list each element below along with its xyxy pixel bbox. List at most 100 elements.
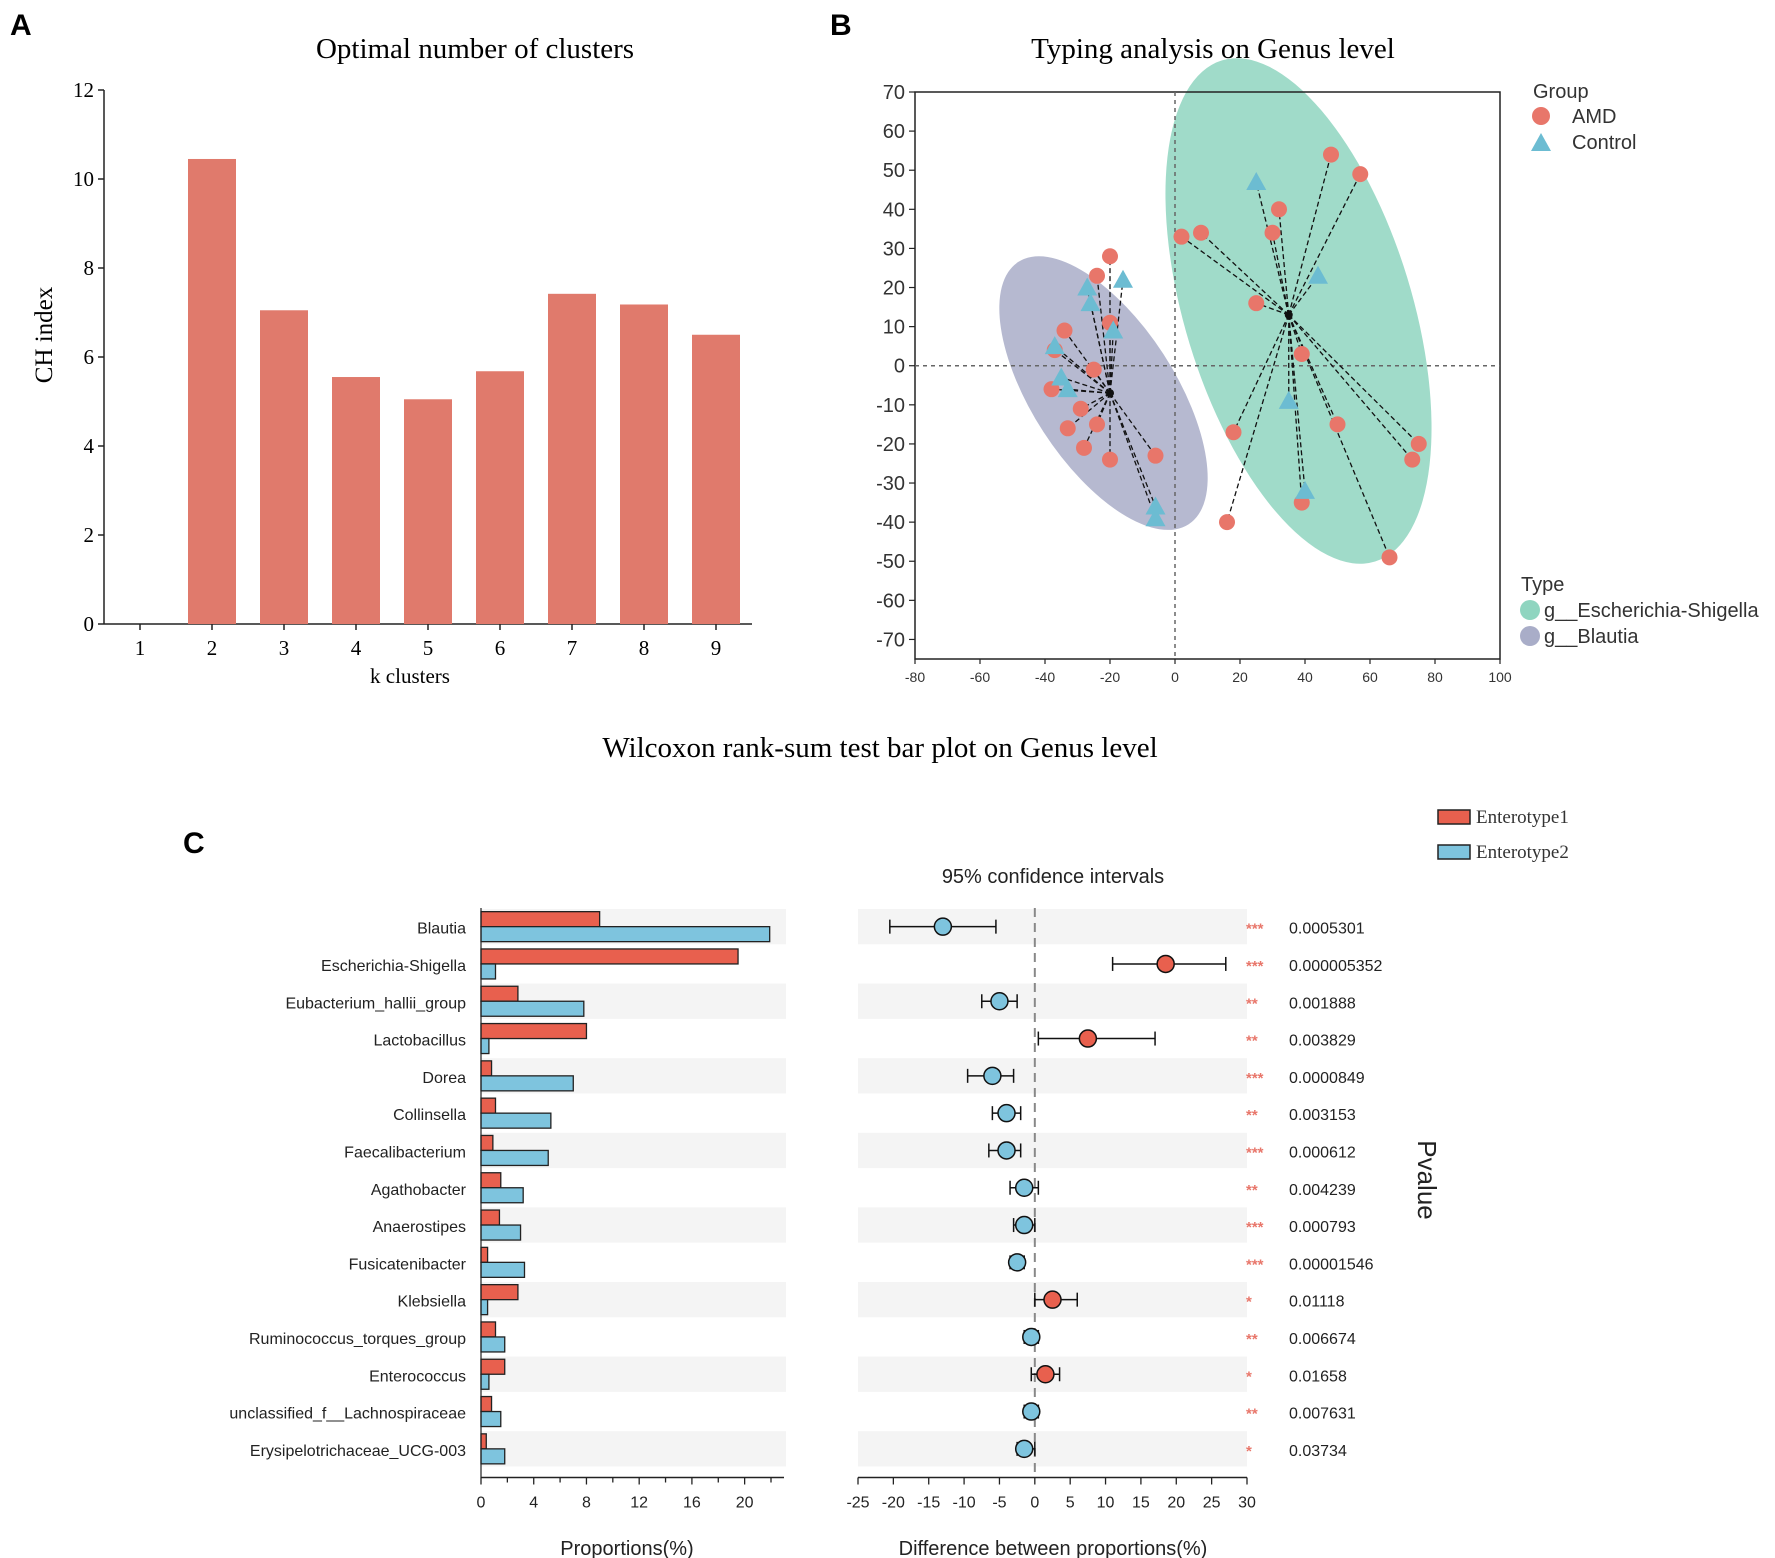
pvalue-text: 0.0005301 [1289, 921, 1365, 938]
centroid-escherichia [1284, 310, 1293, 319]
panel-b-xtick-label: 40 [1297, 669, 1313, 685]
panel-a-xtick-label: 6 [495, 636, 506, 660]
bar-enterotype2 [480, 1299, 489, 1316]
panel-b-ytick-label: -20 [876, 434, 905, 456]
panel-b-ytick-label: -50 [876, 551, 905, 573]
panel-b-xtick-label: -80 [905, 669, 925, 685]
pvalue-text: 0.0000849 [1289, 1070, 1365, 1087]
left-xtick-label: 12 [630, 1495, 648, 1512]
spider-line [1109, 392, 1157, 457]
genus-label: Eubacterium_hallii_group [285, 995, 466, 1012]
panel-b-plot-frame [914, 91, 1501, 660]
spider-line [1061, 376, 1111, 394]
genus-label: Dorea [422, 1070, 466, 1087]
point-control [1077, 277, 1098, 296]
point-control [1103, 320, 1124, 339]
ci-title: 95% confidence intervals [942, 866, 1164, 888]
bar-enterotype1 [480, 1172, 502, 1189]
point-amd [1089, 267, 1105, 284]
panel-a-bar [620, 304, 668, 624]
significance-stars: ** [1246, 1182, 1258, 1199]
legend-blautia-label: g__Blautia [1544, 626, 1639, 648]
significance-stars: *** [1246, 1070, 1264, 1087]
spider-line [1288, 154, 1332, 316]
left-xtick-label: 8 [582, 1495, 591, 1512]
difference-point [933, 917, 953, 936]
legend-amd-label: AMD [1572, 106, 1616, 128]
panel-a-bars [188, 158, 740, 624]
genus-label: Anaerostipes [373, 1219, 466, 1236]
pvalue-text: 0.007631 [1289, 1406, 1356, 1423]
spider-line [1226, 314, 1290, 523]
genus-label: Lactobacillus [374, 1033, 467, 1050]
genus-label: Klebsiella [398, 1294, 467, 1311]
point-amd [1147, 447, 1164, 464]
genus-label: Fusicatenibacter [349, 1256, 467, 1273]
panel-a-bar [548, 293, 596, 624]
panel-c-title: Wilcoxon rank-sum test bar plot on Genus… [602, 732, 1157, 764]
bar-enterotype1 [480, 1321, 497, 1338]
right-xtick-label: -10 [953, 1495, 976, 1512]
point-control [1246, 171, 1267, 190]
panel-a-bar [260, 310, 308, 624]
right-xtick-label: 30 [1238, 1495, 1256, 1512]
panel-b-xtick-label: 100 [1488, 669, 1512, 685]
bar-enterotype1 [480, 1284, 519, 1301]
bar-enterotype1 [480, 1097, 497, 1114]
pvalue-text: 0.01118 [1289, 1294, 1345, 1311]
panel-a-xtick-label: 9 [711, 636, 722, 660]
difference-point [990, 992, 1009, 1011]
significance-stars: ** [1246, 1331, 1258, 1348]
point-control [1057, 379, 1078, 398]
difference-point [1022, 1402, 1041, 1421]
panel-b-points [1043, 146, 1427, 566]
panel-b-xtick-label: -60 [970, 669, 990, 685]
spider-line [1093, 369, 1111, 394]
panel-b-ytick-label: 40 [883, 199, 905, 221]
spider-line [1083, 392, 1111, 449]
legend-enterotype1-label: Enterotype1 [1476, 807, 1569, 828]
legend-blautia-marker [1520, 626, 1540, 646]
bar-enterotype1 [480, 1358, 506, 1375]
point-control [1145, 496, 1166, 515]
bar-enterotype2 [480, 1448, 506, 1465]
row-stripe [481, 1431, 786, 1467]
bar-enterotype2 [480, 1224, 522, 1241]
pvalue-text: 0.000005352 [1289, 958, 1383, 975]
row-stripe [481, 1282, 786, 1318]
point-amd [1056, 322, 1073, 339]
panel-b-ytick-label: -40 [876, 512, 905, 534]
panel-b-xtick-label: 80 [1427, 669, 1443, 685]
difference-point [1022, 1327, 1041, 1347]
point-amd [1410, 435, 1427, 452]
panel-b-ellipses [999, 58, 1432, 564]
panel-c-letter: C [183, 827, 205, 860]
panel-a-bar [332, 377, 380, 624]
bar-enterotype2 [480, 1336, 506, 1353]
panel-a-ytick-label: 2 [84, 523, 95, 547]
point-amd [1352, 166, 1369, 183]
significance-stars: *** [1246, 1144, 1264, 1161]
difference-point [1078, 1029, 1098, 1048]
legend-enterotype1-swatch [1437, 809, 1471, 825]
panel-c-differences: -25 -20 -15 -10 -5 0 5 10 15 20 25 30 [846, 908, 1256, 1512]
left-xtick-label: 16 [683, 1495, 701, 1512]
spider-line [1096, 275, 1111, 394]
bar-enterotype1 [480, 911, 601, 928]
right-xtick-label: 5 [1066, 1495, 1075, 1512]
right-xtick-label: -5 [992, 1495, 1006, 1512]
genus-label: Blautia [417, 921, 466, 938]
genus-label: Escherichia-Shigella [321, 958, 466, 975]
point-control [1145, 508, 1166, 527]
significance-stars: *** [1246, 958, 1264, 975]
right-xtick-label: 0 [1030, 1495, 1039, 1512]
right-xtick-label: -15 [917, 1495, 940, 1512]
bar-enterotype2 [480, 1373, 490, 1390]
pvalue-text: 0.003829 [1289, 1033, 1356, 1050]
spider-line [1288, 314, 1303, 503]
bar-enterotype1 [480, 1433, 487, 1450]
genus-label: Enterococcus [369, 1368, 466, 1385]
panel-b-ytick-label: 0 [894, 356, 905, 378]
legend-type-title: Type [1521, 574, 1564, 596]
